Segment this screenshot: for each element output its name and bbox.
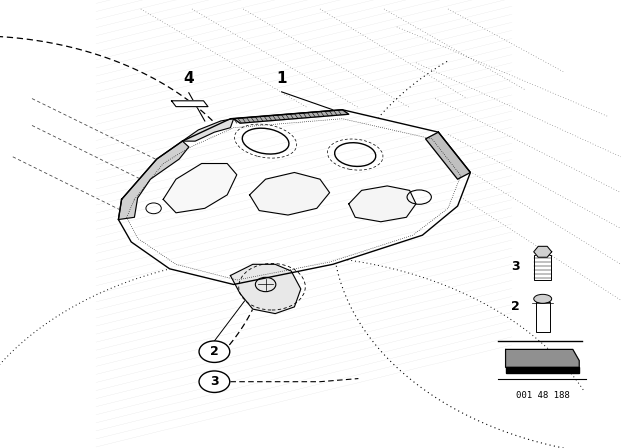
Text: 3: 3 bbox=[511, 260, 520, 273]
Ellipse shape bbox=[534, 294, 552, 303]
Polygon shape bbox=[234, 110, 349, 123]
Text: 3: 3 bbox=[210, 375, 219, 388]
Polygon shape bbox=[230, 264, 301, 314]
Circle shape bbox=[199, 371, 230, 392]
Polygon shape bbox=[349, 186, 416, 222]
Circle shape bbox=[199, 341, 230, 362]
Polygon shape bbox=[534, 246, 552, 257]
Polygon shape bbox=[163, 164, 237, 213]
Polygon shape bbox=[250, 172, 330, 215]
Polygon shape bbox=[506, 367, 579, 373]
FancyBboxPatch shape bbox=[534, 255, 551, 280]
FancyBboxPatch shape bbox=[536, 302, 550, 332]
Text: 1: 1 bbox=[276, 71, 287, 86]
Polygon shape bbox=[172, 101, 208, 107]
Polygon shape bbox=[118, 110, 470, 284]
Text: 2: 2 bbox=[210, 345, 219, 358]
Polygon shape bbox=[426, 132, 470, 179]
Text: 4: 4 bbox=[184, 71, 194, 86]
Text: 2: 2 bbox=[511, 300, 520, 314]
Polygon shape bbox=[506, 349, 579, 367]
Text: 001 48 188: 001 48 188 bbox=[516, 391, 570, 400]
Polygon shape bbox=[182, 119, 234, 141]
Polygon shape bbox=[118, 141, 189, 220]
